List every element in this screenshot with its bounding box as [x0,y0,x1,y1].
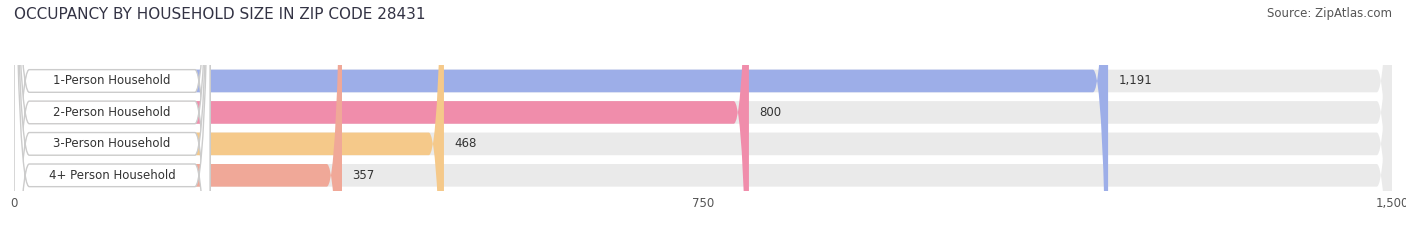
Text: 357: 357 [352,169,374,182]
FancyBboxPatch shape [14,0,1392,233]
FancyBboxPatch shape [14,0,1392,233]
Text: 468: 468 [454,137,477,150]
FancyBboxPatch shape [14,0,1392,233]
FancyBboxPatch shape [14,0,209,233]
FancyBboxPatch shape [14,0,444,233]
Text: 2-Person Household: 2-Person Household [53,106,170,119]
FancyBboxPatch shape [14,0,1392,233]
FancyBboxPatch shape [14,0,749,233]
Text: Source: ZipAtlas.com: Source: ZipAtlas.com [1267,7,1392,20]
Text: 800: 800 [759,106,782,119]
Text: 4+ Person Household: 4+ Person Household [49,169,176,182]
Text: OCCUPANCY BY HOUSEHOLD SIZE IN ZIP CODE 28431: OCCUPANCY BY HOUSEHOLD SIZE IN ZIP CODE … [14,7,426,22]
FancyBboxPatch shape [14,0,342,233]
FancyBboxPatch shape [14,0,209,233]
FancyBboxPatch shape [14,0,1108,233]
FancyBboxPatch shape [14,0,209,233]
FancyBboxPatch shape [14,0,209,233]
Text: 1,191: 1,191 [1118,75,1152,87]
Text: 1-Person Household: 1-Person Household [53,75,170,87]
Text: 3-Person Household: 3-Person Household [53,137,170,150]
